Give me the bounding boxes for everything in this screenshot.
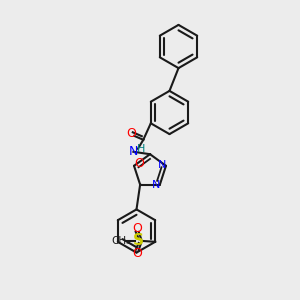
Text: O: O: [126, 127, 136, 140]
Text: O: O: [132, 247, 142, 260]
Text: N: N: [158, 160, 166, 170]
Text: O: O: [134, 157, 144, 170]
Text: N: N: [129, 145, 138, 158]
Text: N: N: [152, 181, 160, 190]
Text: S: S: [133, 233, 144, 248]
Text: H: H: [137, 144, 146, 154]
Text: O: O: [132, 222, 142, 235]
Text: CH₃: CH₃: [112, 236, 131, 246]
